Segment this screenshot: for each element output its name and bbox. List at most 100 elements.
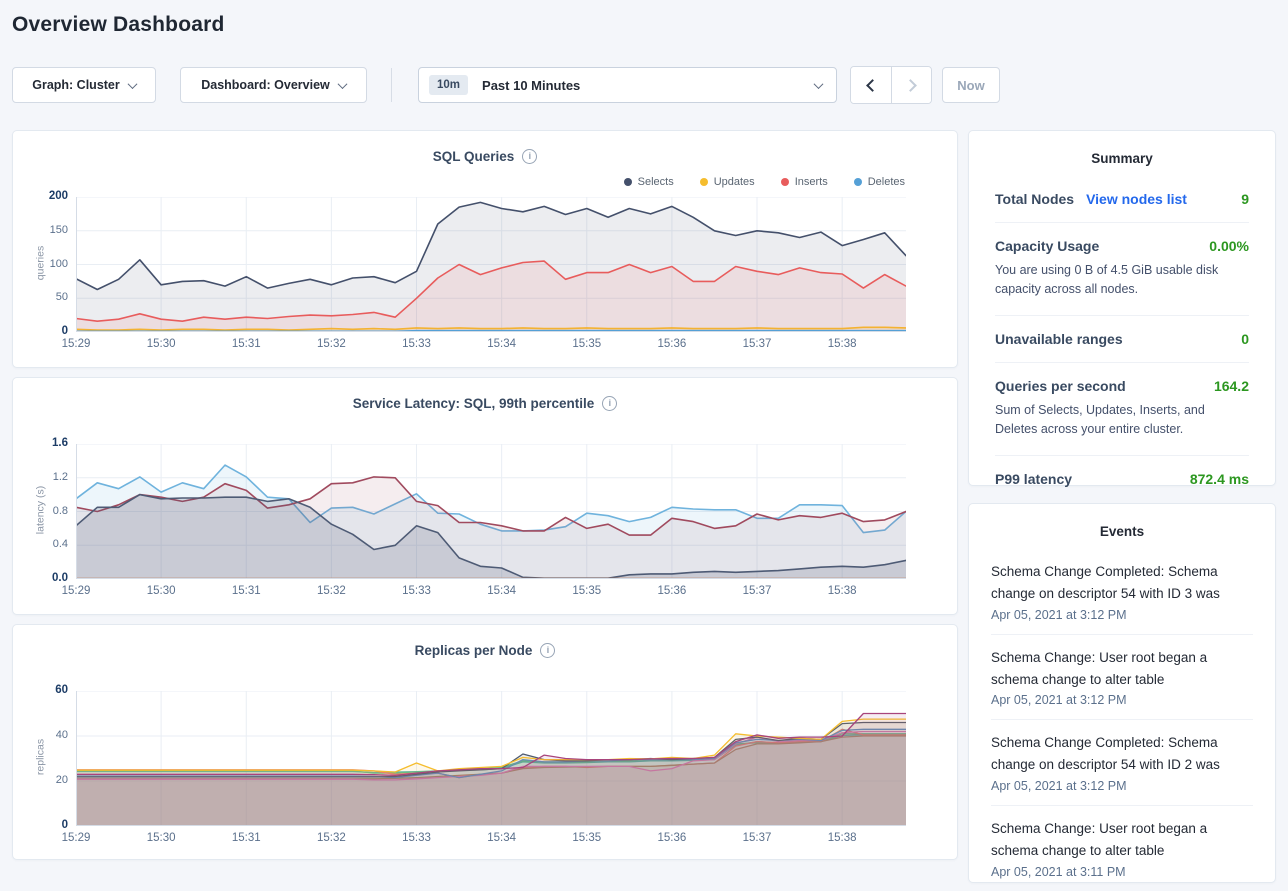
event-list-item[interactable]: Schema Change Completed: Schema change o… [991,719,1253,805]
info-icon[interactable]: i [602,396,618,411]
x-tick-label: 15:35 [572,585,602,597]
x-tick-label: 15:32 [316,832,346,844]
y-tick-label: 0.4 [52,538,68,551]
y-axis-unit-label: replicas [34,738,47,776]
legend-item[interactable]: Updates [699,176,755,188]
event-timestamp: Apr 05, 2021 at 3:11 PM [991,864,1126,879]
legend-item[interactable]: Inserts [780,176,828,188]
sql-queries-chart-panel: SQL Queries i Selects Updates Inserts Delet… [12,130,958,368]
legend-label: Inserts [794,176,828,188]
y-tick-label: 0.0 [52,572,68,584]
x-tick-label: 15:30 [146,832,176,844]
dashboard-dropdown[interactable]: Dashboard: Overview [180,67,367,103]
x-tick-label: 15:33 [402,338,431,350]
sql-queries-plot[interactable] [76,197,906,332]
time-range-label: Past 10 Minutes [482,77,581,93]
qps-value: 164.2 [1213,377,1249,394]
chart-title: Replicas per Node [414,643,533,658]
y-tick-label: 20 [55,774,68,786]
unavailable-ranges-value: 0 [1241,330,1249,347]
info-icon[interactable]: i [540,643,556,658]
chart-title: Service Latency: SQL, 99th percentile [352,396,595,411]
time-next-button[interactable] [891,67,931,103]
y-tick-label: 1.6 [52,437,68,449]
time-prev-button[interactable] [851,67,891,103]
x-tick-label: 15:36 [657,832,687,844]
y-tick-label: 0 [61,325,68,337]
legend-item[interactable]: Selects [623,176,674,188]
legend-label: Selects [637,176,674,188]
event-list-item[interactable]: Schema Change: User root began a schema … [991,805,1253,891]
x-tick-label: 15:30 [146,338,176,350]
chevron-down-icon [127,78,138,89]
summary-row-qps: Queries per second 164.2 Sum of Selects,… [995,361,1249,455]
total-nodes-value: 9 [1241,191,1249,207]
x-tick-label: 15:34 [487,585,517,597]
service-latency-chart-panel: Service Latency: SQL, 99th percentile i … [12,377,958,615]
replicas-per-node-chart-panel: Replicas per Node i replicas 0 20 40 60 15:2… [12,624,958,860]
x-tick-label: 15:36 [657,338,687,350]
events-panel: Events Schema Change Completed: Schema c… [968,503,1276,883]
legend-item[interactable]: Deletes [853,176,905,188]
x-tick-label: 15:32 [316,585,346,597]
x-tick-label: 15:31 [231,585,261,597]
p99-latency-label: P99 latency [995,470,1073,487]
dashboard-dropdown-label: Dashboard: Overview [201,78,330,92]
toolbar-divider [391,68,392,102]
x-tick-label: 15:37 [742,585,772,597]
y-tick-label: 150 [49,223,68,236]
chart-title: SQL Queries [432,149,515,164]
x-tick-label: 15:35 [572,338,602,350]
p99-latency-value: 872.4 ms [1189,470,1249,487]
legend-dot-icon [853,178,862,186]
event-list-item[interactable]: Schema Change: User root began a schema … [991,633,1253,720]
capacity-description: You are using 0 B of 4.5 GiB usable disk… [995,263,1219,297]
chart-legend: Selects Updates Inserts Deletes [623,176,905,188]
x-tick-label: 15:29 [61,338,91,350]
x-tick-label: 15:35 [572,832,602,844]
event-list-item[interactable]: Schema Change Completed: Schema change o… [991,549,1253,634]
x-tick-label: 15:33 [402,832,431,844]
qps-label: Queries per second [995,377,1126,394]
summary-title: Summary [1091,151,1153,166]
y-tick-label: 0.8 [52,504,68,517]
toolbar: Graph: Cluster Dashboard: Overview 10m P… [12,66,1000,104]
overview-dashboard-page: Overview Dashboard Graph: Cluster Dashbo… [12,13,1276,883]
info-icon[interactable]: i [522,149,538,164]
x-tick-label: 15:38 [827,832,857,844]
events-title: Events [1099,524,1145,539]
legend-label: Deletes [867,176,905,188]
service-latency-plot[interactable] [76,444,906,579]
x-tick-label: 15:38 [827,338,857,350]
y-tick-label: 60 [55,684,68,696]
x-tick-label: 15:33 [402,585,431,597]
graph-dropdown[interactable]: Graph: Cluster [12,67,156,103]
summary-row-unavailable-ranges: Unavailable ranges 0 [995,314,1249,362]
qps-description: Sum of Selects, Updates, Inserts, and De… [995,402,1205,437]
view-nodes-link[interactable]: View nodes list [1086,191,1187,207]
legend-dot-icon [699,178,708,186]
summary-row-total-nodes: Total Nodes View nodes list 9 [995,176,1249,222]
chevron-left-icon [866,78,879,92]
y-tick-label: 100 [49,257,68,270]
summary-panel: Summary Total Nodes View nodes list 9 Ca… [968,130,1276,487]
legend-dot-icon [780,178,789,186]
replicas-per-node-plot[interactable] [76,691,906,826]
total-nodes-label: Total Nodes [995,191,1075,207]
now-button[interactable]: Now [942,67,1000,103]
legend-label: Updates [713,176,755,188]
y-tick-label: 1.2 [52,470,68,483]
chevron-right-icon [903,78,917,92]
x-tick-label: 15:31 [231,338,261,350]
capacity-value: 0.00% [1209,238,1249,254]
x-tick-label: 15:29 [61,585,91,597]
event-timestamp: Apr 05, 2021 at 3:12 PM [991,693,1127,708]
summary-row-p99-latency: P99 latency 872.4 ms [995,454,1249,502]
event-text: Schema Change Completed: Schema change o… [991,564,1220,601]
y-tick-label: 200 [48,190,68,202]
time-range-selector[interactable]: 10m Past 10 Minutes [418,67,837,103]
event-text: Schema Change: User root began a schema … [991,649,1208,687]
y-tick-label: 50 [55,291,68,304]
x-tick-label: 15:34 [487,338,517,350]
x-tick-label: 15:32 [316,338,346,350]
